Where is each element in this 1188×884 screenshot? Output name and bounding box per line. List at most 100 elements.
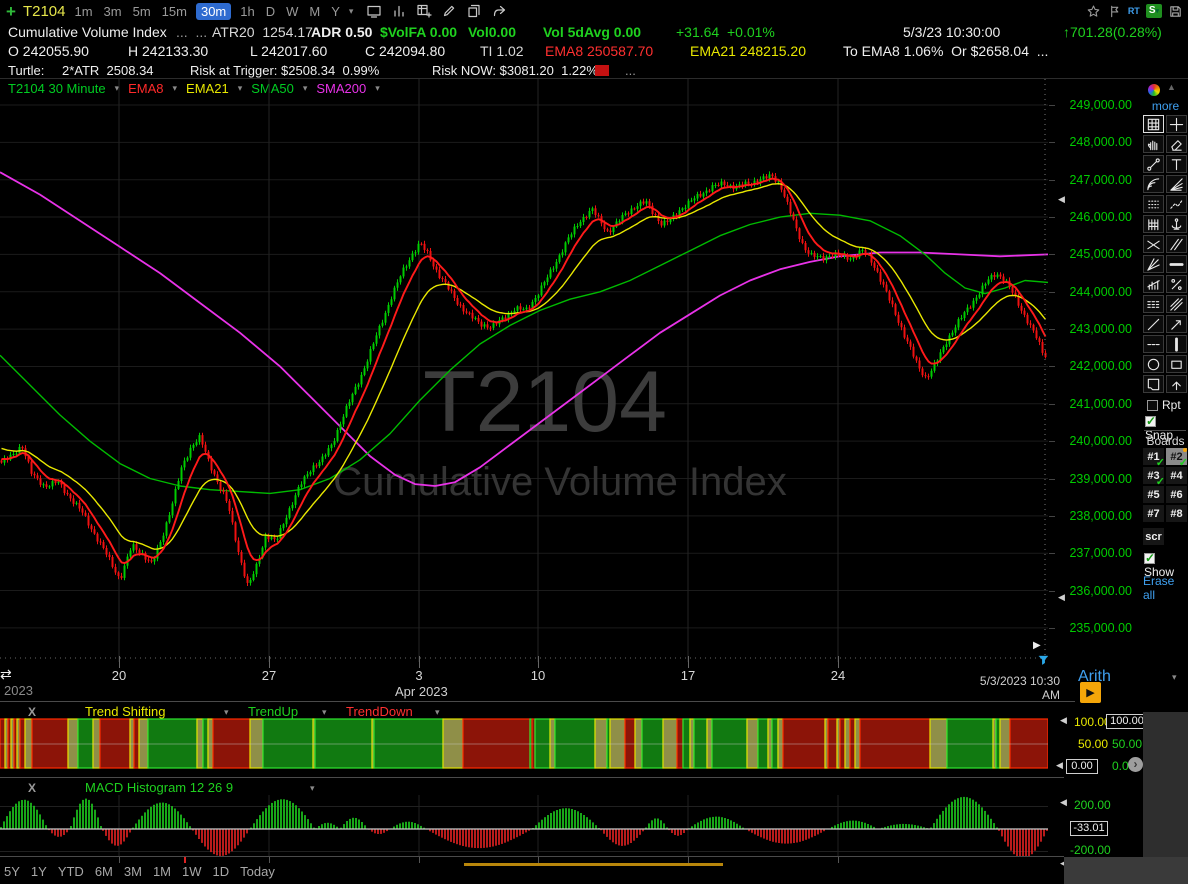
pencil-icon[interactable] [441, 3, 457, 19]
tool-arcs[interactable] [1143, 175, 1164, 193]
timeframe-W[interactable]: W [286, 3, 299, 19]
tool-fan-rays[interactable] [1143, 255, 1164, 273]
snap-checkbox[interactable]: Snap [1145, 414, 1188, 442]
disk-icon[interactable] [1168, 4, 1183, 19]
macd-histogram-chart[interactable] [0, 795, 1048, 856]
indicator-calc-icon[interactable] [416, 3, 433, 19]
legend-caret-icon[interactable]: ▾ [114, 83, 120, 93]
show-checkbox[interactable]: Show [1144, 551, 1188, 579]
range-1w[interactable]: 1W [182, 864, 202, 879]
pennant-icon[interactable] [1107, 4, 1122, 19]
trendup-caret-icon[interactable]: ▾ [322, 707, 327, 717]
trend-panel-title[interactable]: Trend Shifting [85, 704, 166, 719]
symbol-label[interactable]: T2104 [22, 2, 66, 20]
board-6-button[interactable]: #6 [1166, 486, 1187, 503]
timeframe-1m[interactable]: 1m [74, 3, 93, 19]
timeframe-D[interactable]: D [265, 3, 276, 19]
timeframe-Y[interactable]: Y [331, 3, 340, 19]
board-scr-button[interactable]: scr [1143, 528, 1164, 545]
tool-vertical-bar[interactable] [1166, 335, 1187, 353]
tool-arrow-up[interactable] [1166, 375, 1187, 393]
scale-selector[interactable]: Arith [1078, 668, 1111, 685]
visible-range-bar[interactable] [464, 863, 723, 866]
tool-ray-fan[interactable] [1166, 175, 1187, 193]
range-1d[interactable]: 1D [212, 864, 230, 879]
pan-swap-icon[interactable]: ⇄ [0, 666, 12, 682]
board-3-button[interactable]: #3 ✓ [1143, 467, 1165, 488]
timeframe-M[interactable]: M [309, 3, 321, 19]
range-1m[interactable]: 1M [152, 864, 171, 879]
board-7-button[interactable]: #7 [1143, 505, 1164, 522]
board-1-button[interactable]: #1 ✓ [1143, 448, 1165, 469]
replay-arrow-icon[interactable]: ▶ [1033, 640, 1041, 651]
more-tools-button[interactable]: more [1151, 99, 1180, 113]
tool-crosshair[interactable] [1166, 115, 1187, 133]
legend-item-ema8[interactable]: EMA8 [128, 81, 164, 96]
timeframe-5m[interactable]: 5m [132, 3, 151, 19]
tool-arrow-line[interactable] [1166, 315, 1187, 333]
star-icon[interactable] [1086, 4, 1101, 19]
tool-parallel-lines[interactable] [1166, 235, 1187, 253]
tool-trend-slash[interactable] [1143, 315, 1164, 333]
macd-panel-close[interactable]: X [28, 781, 37, 795]
rpt-checkbox[interactable]: Rpt [1147, 398, 1181, 412]
erase-all-link[interactable]: Erase all [1143, 574, 1175, 602]
trend-indicator-chart[interactable] [0, 718, 1048, 770]
snap-box-icon[interactable] [1145, 414, 1156, 428]
board-2-button[interactable]: #2 ✓ [1166, 448, 1188, 469]
legend-item-sma200[interactable]: SMA200 [316, 81, 367, 96]
tool-dash-segments[interactable] [1143, 335, 1164, 353]
tool-bars-line[interactable] [1143, 275, 1164, 293]
tool-text[interactable] [1166, 155, 1187, 173]
tool-zigzag[interactable] [1166, 195, 1187, 213]
filter-funnel-icon[interactable] [1037, 654, 1050, 670]
tool-crossed-lines[interactable] [1143, 235, 1164, 253]
funnel-icon[interactable] [1037, 654, 1050, 667]
macd-title-caret-icon[interactable]: ▾ [310, 783, 315, 793]
tool-anchor[interactable] [1166, 215, 1187, 233]
expand-chevron-button[interactable]: › [1128, 757, 1143, 772]
board-4-button[interactable]: #4 [1166, 467, 1187, 484]
range-3m[interactable]: 3M [123, 864, 142, 879]
macd-panel-title[interactable]: MACD Histogram 12 26 9 [85, 780, 234, 795]
legend-item-ema21[interactable]: EMA21 [186, 81, 229, 96]
trend-panel-close[interactable]: X [28, 705, 37, 719]
tool-dot-grid[interactable] [1143, 195, 1164, 213]
trendup-label[interactable]: TrendUp [248, 704, 299, 719]
tool-hatch[interactable] [1166, 295, 1187, 313]
range-1y[interactable]: 1Y [30, 864, 47, 879]
risk-dots[interactable]: ... [625, 63, 636, 78]
tool-rectangle[interactable] [1166, 355, 1187, 373]
timeframe-1h[interactable]: 1h [240, 3, 255, 19]
legend-item-sma50[interactable]: SMA50 [251, 81, 294, 96]
volume-bars-icon[interactable] [391, 3, 407, 19]
tool-eraser[interactable] [1166, 135, 1187, 153]
timeframe-3m[interactable]: 3m [103, 3, 122, 19]
range-ytd[interactable]: YTD [57, 864, 84, 879]
timeframe-30m[interactable]: 30m [195, 2, 232, 20]
palette-icon[interactable] [1148, 84, 1160, 96]
tool-circle[interactable] [1143, 355, 1164, 373]
share-icon[interactable] [491, 3, 507, 19]
board-5-button[interactable]: #5 [1143, 486, 1164, 503]
trend-title-caret-icon[interactable]: ▾ [224, 707, 229, 717]
board-8-button[interactable]: #8 [1166, 505, 1187, 522]
tool-grid[interactable] [1143, 215, 1164, 233]
copy-pages-icon[interactable] [466, 3, 482, 19]
legend-caret-icon[interactable]: ▾ [172, 83, 178, 93]
show-box-icon[interactable] [1144, 551, 1155, 565]
tool-dashed-rows[interactable] [1143, 295, 1164, 313]
tool-snapshot[interactable] [1143, 375, 1164, 393]
range-5y[interactable]: 5Y [4, 864, 20, 879]
legend-item-t2104-30-minute[interactable]: T2104 30 Minute [8, 81, 106, 96]
legend-caret-icon[interactable]: ▾ [302, 83, 308, 93]
collapse-arrow-icon[interactable]: ▲ [1167, 82, 1176, 92]
tool-measure[interactable] [1143, 155, 1164, 173]
more-dots[interactable]: ... ... [176, 24, 208, 40]
trenddown-caret-icon[interactable]: ▾ [435, 707, 440, 717]
legend-caret-icon[interactable]: ▾ [237, 83, 243, 93]
tv-icon[interactable] [366, 3, 382, 19]
timeframe-caret-icon[interactable]: ▾ [348, 5, 354, 16]
tool-pan-hand[interactable] [1143, 135, 1164, 153]
add-symbol-icon[interactable]: + [6, 1, 16, 21]
